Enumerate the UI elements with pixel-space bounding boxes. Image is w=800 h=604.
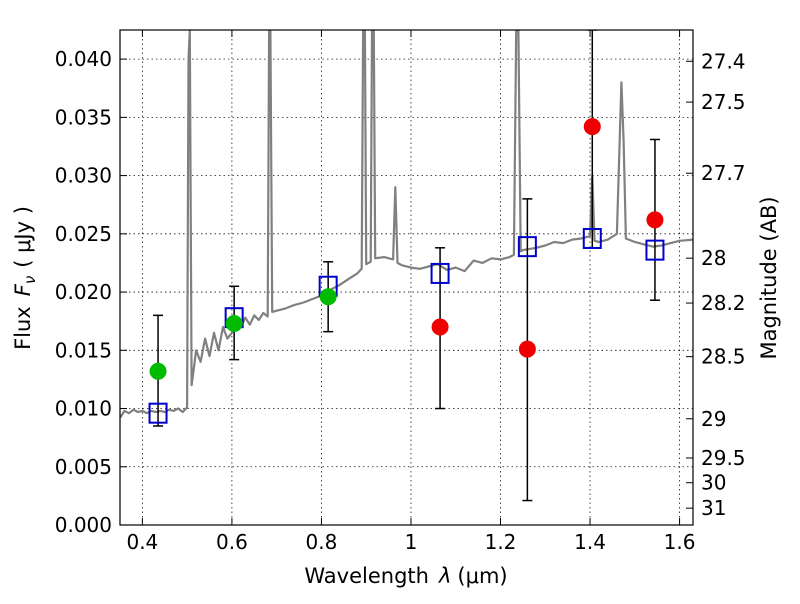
y-tick-label: 0.020 [55, 280, 112, 304]
observed-green-point [319, 288, 337, 306]
tick-labels: 0.4 0.6 0.8 1 1.2 1.4 1.6 0.000 0.005 0.010 0.015 0… [55, 47, 746, 554]
y-tick-label: 0.030 [55, 164, 112, 188]
observed-red-point [583, 118, 601, 136]
plot-area [120, 30, 693, 502]
y2-tick-label: 28.5 [701, 345, 746, 369]
x-tick-label: 0.8 [306, 530, 338, 554]
observed-green-point [149, 362, 167, 380]
model-box-marker [148, 402, 168, 424]
y-tick-label: 0.005 [55, 455, 112, 479]
model-box-marker [430, 262, 450, 284]
y2-tick-label: 27.4 [701, 49, 746, 73]
y2-tick-label: 27.5 [701, 90, 746, 114]
x-axis-label: Wavelength λ (μm) [304, 564, 507, 588]
model-box-marker [582, 227, 602, 249]
y-tick-label: 0.040 [55, 47, 112, 71]
y2-tick-label: 28.2 [701, 291, 746, 315]
x-tick-label: 0.6 [216, 530, 248, 554]
x-tick-label: 1 [405, 530, 418, 554]
axis-ticks [120, 30, 693, 526]
y2-tick-label: 29 [701, 407, 726, 431]
y2-tick-label: 30 [701, 471, 726, 495]
y2-tick-label: 27.7 [701, 161, 746, 185]
y2-tick-label: 29.5 [701, 446, 746, 470]
observed-red-point [431, 318, 449, 336]
observed-red-point [518, 340, 536, 358]
y-tick-label: 0.000 [55, 513, 112, 537]
x-tick-label: 1.4 [574, 530, 606, 554]
y-tick-label: 0.010 [55, 397, 112, 421]
y-axis-label: FluxFν( μJy ) [11, 206, 39, 350]
model-box-marker [517, 236, 537, 258]
spectrum-line [120, 30, 693, 419]
plot-frame [119, 29, 694, 526]
y2-tick-label: 31 [701, 496, 726, 520]
x-tick-label: 0.4 [126, 530, 158, 554]
model-box-marker [645, 239, 665, 261]
y-tick-label: 0.015 [55, 338, 112, 362]
observed-red-point [646, 211, 664, 229]
y2-tick-label: 28 [701, 246, 726, 270]
grid-lines [120, 30, 693, 526]
x-tick-label: 1.2 [485, 530, 517, 554]
y-tick-label: 0.035 [55, 105, 112, 129]
y-tick-label: 0.025 [55, 222, 112, 246]
y2-axis-label: Magnitude (AB) [757, 196, 781, 359]
observed-green-point [225, 315, 243, 333]
x-tick-label: 1.6 [664, 530, 696, 554]
